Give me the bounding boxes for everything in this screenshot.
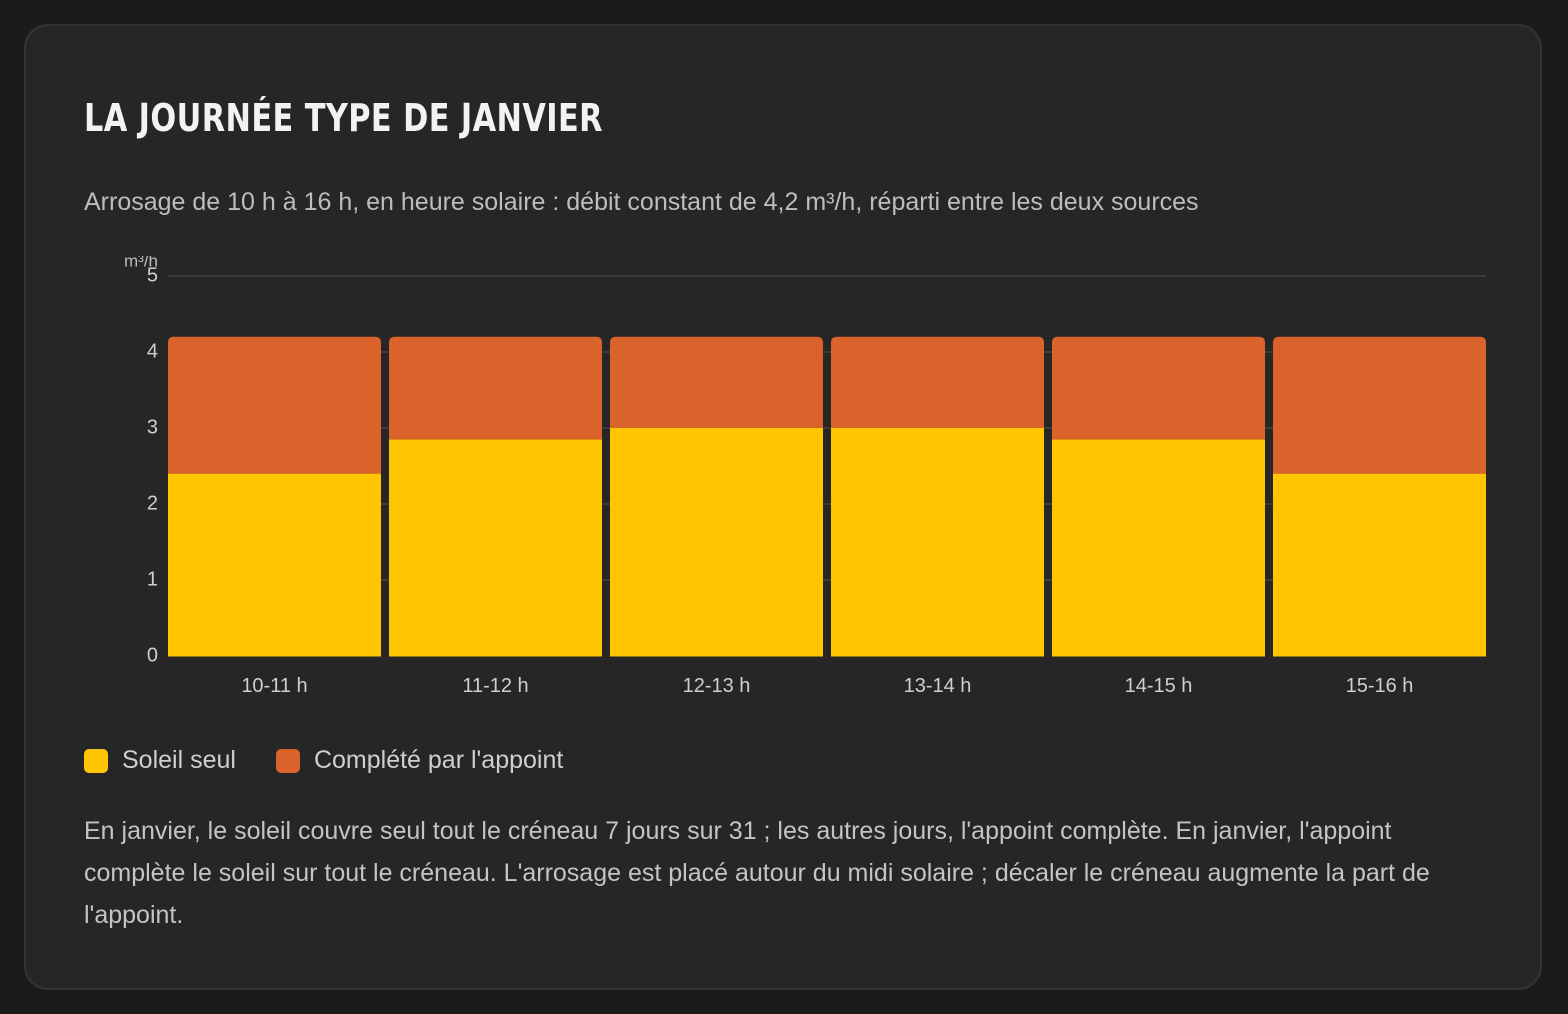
legend-item-soleil: Soleil seul xyxy=(84,746,236,775)
axes: m³/h 0 1 2 3 4 5 10-11 h 11-12 h 12-13 h 13-14 h 1… xyxy=(124,256,1413,697)
bar-segment-soleil xyxy=(1273,473,1486,657)
bar-segment-soleil xyxy=(389,439,602,657)
x-tick-label: 13-14 h xyxy=(904,675,972,697)
bar-segment-appoint xyxy=(1273,336,1486,474)
legend-label: Soleil seul xyxy=(122,746,236,774)
y-tick-label: 4 xyxy=(147,340,158,362)
y-tick-label: 5 xyxy=(147,264,158,286)
legend-swatch-soleil xyxy=(84,748,108,773)
bar-segment-appoint xyxy=(168,336,381,474)
bar-segment-soleil xyxy=(1052,439,1265,657)
legend-swatch-appoint xyxy=(275,748,300,773)
bar-segment-appoint xyxy=(389,336,602,440)
y-tick-label: 3 xyxy=(147,416,158,438)
bar-segment-appoint xyxy=(831,336,1044,428)
bar-segment-soleil xyxy=(610,428,823,657)
x-tick-label: 11-12 h xyxy=(462,675,528,697)
y-tick-label: 1 xyxy=(147,568,158,590)
chart-title: La journée type de janvier xyxy=(84,96,603,140)
bar-segment-appoint xyxy=(610,336,823,428)
chart-subtitle: Arrosage de 10 h à 16 h, en heure solair… xyxy=(84,188,1199,216)
chart-card: La journée type de janvier Arrosage de 1… xyxy=(24,24,1542,990)
stacked-bar-chart: m³/h 0 1 2 3 4 5 10-11 h 11-12 h 12-13 h 13-14 h 1… xyxy=(124,256,1486,697)
bars xyxy=(168,336,1486,657)
y-tick-label: 2 xyxy=(147,492,158,514)
x-tick-label: 15-16 h xyxy=(1346,675,1414,697)
y-tick-label: 0 xyxy=(147,644,158,666)
bar-segment-soleil xyxy=(168,473,381,657)
x-tick-label: 10-11 h xyxy=(241,675,307,697)
bar-segment-soleil xyxy=(831,428,1044,657)
y-axis-unit: m³/h xyxy=(124,256,158,270)
gridlines xyxy=(168,275,1486,581)
legend-item-appoint: Complété par l'appoint xyxy=(275,746,564,775)
chart-note: En janvier, le soleil couvre seul tout l… xyxy=(84,817,1430,929)
legend: Soleil seul Complété par l'appoint xyxy=(84,746,563,775)
bar-segment-appoint xyxy=(1052,336,1265,440)
x-tick-label: 12-13 h xyxy=(683,675,751,697)
legend-label: Complété par l'appoint xyxy=(313,746,564,774)
x-tick-label: 14-15 h xyxy=(1125,675,1193,697)
